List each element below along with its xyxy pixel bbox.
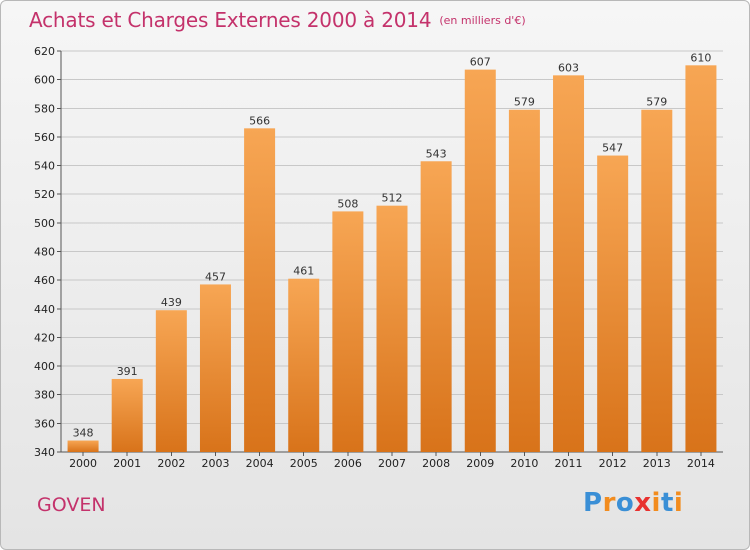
data-label: 457	[205, 270, 226, 283]
y-tick-label: 400	[34, 360, 55, 373]
x-tick-label: 2002	[157, 457, 185, 470]
y-tick-label: 500	[34, 217, 55, 230]
logo-letter: P	[583, 488, 603, 518]
data-label: 439	[161, 296, 182, 309]
logo-letter: x	[634, 488, 652, 518]
data-label: 579	[646, 96, 667, 109]
x-tick-label: 2004	[246, 457, 274, 470]
data-label: 508	[337, 197, 358, 210]
bar-2004	[244, 128, 276, 452]
data-label: 512	[382, 192, 403, 205]
bar-2000	[67, 440, 99, 452]
logo-letter: i	[651, 488, 661, 518]
x-tick-label: 2010	[510, 457, 538, 470]
y-tick-label: 340	[34, 446, 55, 459]
y-tick-label: 440	[34, 303, 55, 316]
data-label: 348	[73, 427, 94, 440]
y-tick-label: 520	[34, 188, 55, 201]
chart-title-unit: (en milliers d'€)	[439, 14, 526, 27]
data-label: 603	[558, 61, 579, 74]
logo-letter: t	[660, 488, 674, 518]
logo-letter: i	[673, 488, 684, 518]
bar-2010	[508, 109, 540, 452]
x-tick-label: 2014	[687, 457, 715, 470]
bar-2009	[464, 69, 496, 452]
x-tick-label: 2012	[599, 457, 627, 470]
x-tick-label: 2007	[378, 457, 406, 470]
x-tick-label: 2013	[643, 457, 671, 470]
bar-2001	[111, 378, 143, 452]
bar-2005	[288, 278, 320, 452]
data-label: 579	[514, 96, 535, 109]
data-label: 610	[690, 51, 711, 64]
x-tick-label: 2003	[201, 457, 229, 470]
y-tick-label: 420	[34, 331, 55, 344]
y-tick-label: 580	[34, 102, 55, 115]
proxiti-logo: Proxiti	[583, 488, 683, 518]
bars	[67, 65, 717, 453]
y-tick-label: 380	[34, 389, 55, 402]
bar-2013	[641, 109, 673, 452]
logo-letter: r	[602, 488, 616, 518]
data-label: 547	[602, 142, 623, 155]
y-tick-label: 560	[34, 131, 55, 144]
data-label: 566	[249, 114, 270, 127]
bar-2014	[685, 65, 717, 453]
bar-2008	[420, 161, 452, 452]
x-tick-label: 2000	[69, 457, 97, 470]
y-tick-label: 480	[34, 246, 55, 259]
chart-title-main: Achats et Charges Externes 2000 à 2014	[29, 8, 432, 32]
bar-2006	[332, 211, 364, 452]
x-tick-label: 2001	[113, 457, 141, 470]
data-labels: 348 391 439 457 566 461 508 512 543 607 579 603 547 5…	[73, 51, 712, 439]
logo-letter: o	[615, 488, 635, 518]
y-tick-label: 460	[34, 274, 55, 287]
x-tick-label: 2005	[290, 457, 318, 470]
data-label: 391	[117, 365, 138, 378]
bar-2002	[155, 310, 187, 452]
bar-2003	[199, 284, 231, 452]
x-tick-label: 2009	[466, 457, 494, 470]
y-tick-label: 600	[34, 74, 55, 87]
commune-name: GOVEN	[37, 494, 106, 516]
y-tick-label: 360	[34, 417, 55, 430]
data-label: 461	[293, 265, 314, 278]
x-tick-label: 2006	[334, 457, 362, 470]
y-tick-label: 540	[34, 160, 55, 173]
data-label: 607	[470, 56, 491, 69]
bar-2007	[376, 205, 408, 452]
bar-2012	[597, 155, 629, 452]
data-label: 543	[426, 147, 447, 160]
bar-2011	[553, 75, 585, 452]
y-tick-label: 620	[34, 45, 55, 58]
chart-title: Achats et Charges Externes 2000 à 2014 (e…	[29, 8, 526, 32]
x-tick-label: 2008	[422, 457, 450, 470]
x-tick-label: 2011	[555, 457, 583, 470]
